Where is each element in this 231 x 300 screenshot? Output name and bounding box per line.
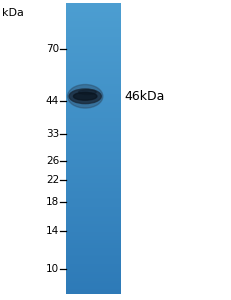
- Text: kDa: kDa: [2, 8, 24, 17]
- Ellipse shape: [69, 89, 101, 103]
- Text: 33: 33: [46, 129, 59, 139]
- Ellipse shape: [73, 92, 97, 100]
- Text: 14: 14: [46, 226, 59, 236]
- Text: 44: 44: [46, 96, 59, 106]
- Text: 26: 26: [46, 156, 59, 166]
- Ellipse shape: [78, 90, 96, 94]
- Text: 22: 22: [46, 175, 59, 185]
- Text: 70: 70: [46, 44, 59, 54]
- Text: 18: 18: [46, 197, 59, 207]
- Text: 46kDa: 46kDa: [124, 90, 164, 103]
- Text: 10: 10: [46, 264, 59, 274]
- Ellipse shape: [67, 85, 102, 108]
